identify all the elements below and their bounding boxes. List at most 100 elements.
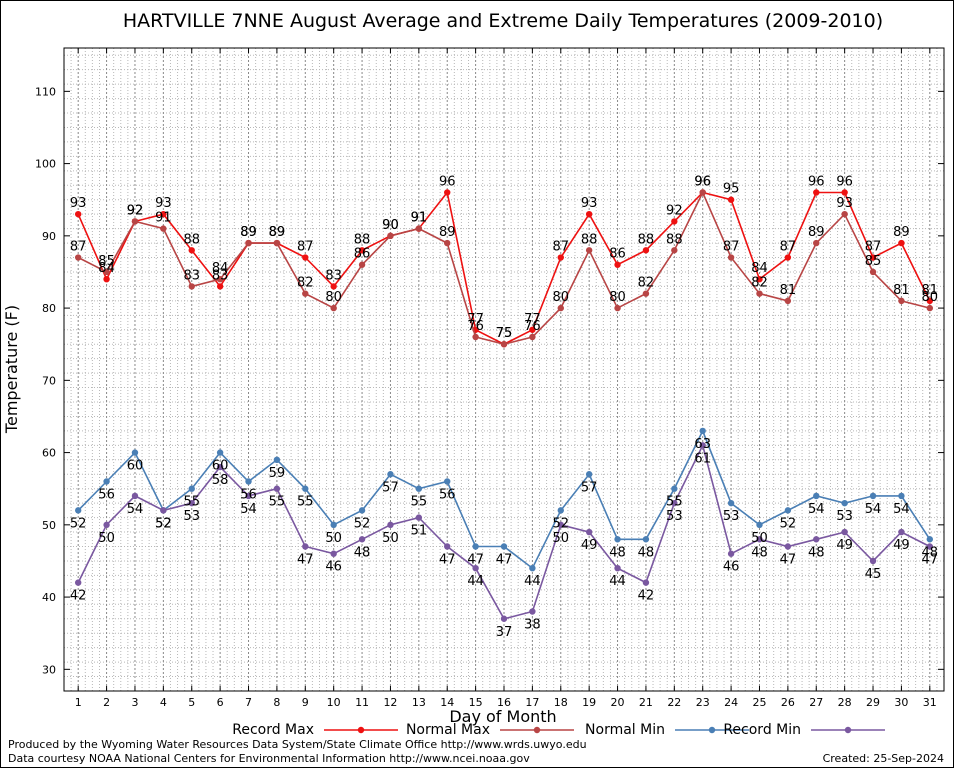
data-point bbox=[756, 536, 763, 543]
data-label: 76 bbox=[524, 319, 541, 334]
data-label: 87 bbox=[70, 240, 87, 255]
data-label: 50 bbox=[98, 531, 115, 546]
data-point bbox=[216, 463, 224, 471]
data-point bbox=[756, 521, 763, 529]
data-label: 93 bbox=[581, 196, 598, 211]
legend: Record Max Normal Max Normal Min Record Min bbox=[232, 722, 885, 738]
y-tick-label: 30 bbox=[42, 663, 56, 676]
data-label: 83 bbox=[325, 268, 342, 283]
series-lines bbox=[74, 189, 934, 622]
data-point bbox=[671, 218, 678, 225]
data-label: 52 bbox=[553, 516, 570, 531]
data-label: 48 bbox=[638, 545, 655, 560]
data-label: 96 bbox=[808, 174, 825, 189]
y-tick-label: 90 bbox=[42, 230, 56, 243]
data-label: 89 bbox=[240, 225, 257, 240]
x-tick-label: 19 bbox=[582, 696, 596, 709]
data-point bbox=[784, 543, 792, 550]
data-point bbox=[160, 507, 167, 514]
data-label: 44 bbox=[467, 574, 484, 589]
data-point bbox=[387, 471, 394, 478]
x-tick-label: 26 bbox=[781, 696, 795, 709]
data-point bbox=[188, 485, 195, 492]
data-point bbox=[614, 564, 621, 572]
data-point bbox=[727, 196, 735, 203]
data-point bbox=[642, 579, 650, 586]
x-tick-label: 24 bbox=[724, 696, 738, 709]
x-tick-label: 6 bbox=[217, 696, 224, 709]
x-tick-label: 18 bbox=[554, 696, 568, 709]
data-point bbox=[699, 189, 706, 196]
x-tick-label: 21 bbox=[639, 696, 653, 709]
data-point bbox=[500, 341, 508, 348]
data-point bbox=[330, 304, 337, 312]
data-label: 52 bbox=[780, 516, 797, 531]
y-tick-label: 50 bbox=[42, 519, 56, 532]
data-label: 89 bbox=[808, 225, 825, 240]
data-label: 88 bbox=[638, 232, 655, 247]
y-tick-label: 110 bbox=[35, 85, 56, 98]
data-label: 87 bbox=[780, 240, 797, 255]
data-point bbox=[358, 507, 366, 514]
data-label: 52 bbox=[70, 516, 87, 531]
data-point bbox=[585, 471, 593, 478]
data-point bbox=[103, 478, 110, 485]
x-tick-label: 14 bbox=[440, 696, 454, 709]
data-label: 50 bbox=[382, 531, 399, 546]
data-label: 49 bbox=[581, 538, 598, 553]
data-point bbox=[444, 543, 451, 550]
legend-marker bbox=[844, 726, 852, 734]
data-label: 55 bbox=[183, 495, 200, 510]
data-point bbox=[273, 456, 281, 464]
data-point bbox=[585, 528, 593, 536]
legend-marker bbox=[357, 726, 365, 734]
footer-courtesy: Data courtesy NOAA National Centers for … bbox=[8, 752, 530, 765]
legend-label: Record Min bbox=[723, 722, 801, 738]
data-label: 84 bbox=[212, 261, 229, 276]
x-tick-label: 16 bbox=[497, 696, 511, 709]
data-point bbox=[841, 189, 848, 196]
data-label: 95 bbox=[723, 182, 740, 197]
data-label: 80 bbox=[325, 290, 342, 305]
data-point bbox=[245, 239, 252, 247]
data-label: 88 bbox=[183, 232, 200, 247]
data-label: 80 bbox=[609, 290, 626, 305]
data-label: 90 bbox=[382, 218, 399, 233]
data-label: 89 bbox=[439, 225, 456, 240]
data-label: 91 bbox=[155, 211, 172, 226]
data-label: 76 bbox=[467, 319, 484, 334]
data-point bbox=[756, 290, 763, 297]
x-tick-label: 23 bbox=[696, 696, 710, 709]
data-label: 55 bbox=[269, 495, 286, 510]
data-point bbox=[926, 536, 934, 543]
data-point bbox=[841, 499, 848, 507]
data-point bbox=[330, 521, 337, 529]
x-tick-label: 13 bbox=[412, 696, 426, 709]
data-point bbox=[472, 333, 479, 341]
x-tick-label: 22 bbox=[667, 696, 681, 709]
data-label: 87 bbox=[553, 240, 570, 255]
y-tick-label: 60 bbox=[42, 447, 56, 460]
data-point bbox=[103, 268, 110, 276]
data-point bbox=[330, 550, 337, 557]
data-label: 55 bbox=[297, 495, 314, 510]
data-point bbox=[642, 536, 650, 543]
x-tick-label: 7 bbox=[245, 696, 252, 709]
data-point bbox=[926, 543, 934, 550]
data-point bbox=[898, 492, 905, 500]
data-label: 58 bbox=[212, 473, 229, 488]
y-axis-label: Temperature (F) bbox=[2, 305, 21, 434]
data-label: 46 bbox=[325, 560, 342, 575]
data-point bbox=[784, 297, 792, 305]
data-label: 81 bbox=[893, 283, 910, 298]
data-point bbox=[813, 189, 820, 196]
data-point bbox=[216, 449, 224, 456]
data-point bbox=[727, 550, 735, 557]
data-label: 49 bbox=[893, 538, 910, 553]
x-tick-label: 29 bbox=[866, 696, 880, 709]
data-label: 84 bbox=[98, 261, 115, 276]
data-point bbox=[557, 304, 564, 312]
data-point bbox=[160, 210, 167, 218]
legend-marker bbox=[708, 726, 716, 734]
data-label: 83 bbox=[212, 268, 229, 283]
